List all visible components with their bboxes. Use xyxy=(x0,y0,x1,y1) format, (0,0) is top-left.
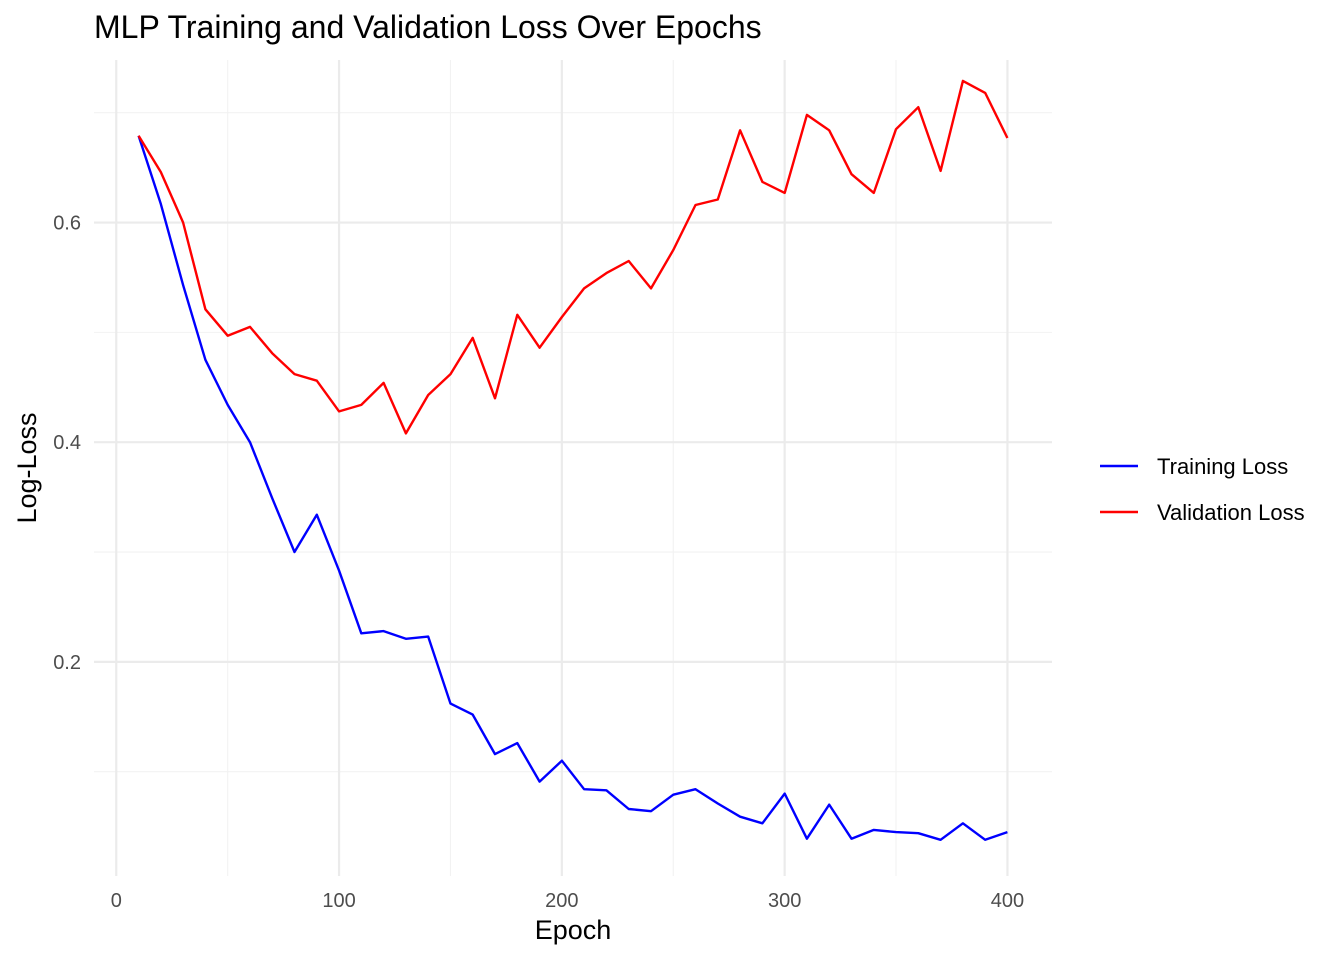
x-tick-label: 400 xyxy=(991,890,1024,912)
y-axis-label: Log-Loss xyxy=(12,412,42,523)
chart-title: MLP Training and Validation Loss Over Ep… xyxy=(94,9,762,45)
y-tick-label: 0.4 xyxy=(53,432,81,454)
x-axis-label: Epoch xyxy=(535,915,612,945)
x-tick-label: 200 xyxy=(545,890,578,912)
y-tick-label: 0.6 xyxy=(53,213,81,235)
validation-loss-legend-label: Validation Loss xyxy=(1157,500,1305,525)
legend: Training Loss Validation Loss xyxy=(1100,454,1305,525)
series-lines xyxy=(137,79,1009,841)
x-axis-tick-labels: 0 100 200 300 400 xyxy=(111,890,1024,912)
training-loss-legend-label: Training Loss xyxy=(1157,454,1288,479)
grid-major-lines xyxy=(94,60,1052,876)
grid-minor-lines xyxy=(94,60,1052,876)
validation-loss-line xyxy=(137,79,1009,435)
x-tick-label: 100 xyxy=(322,890,355,912)
training-loss-line xyxy=(137,135,1008,841)
y-axis-tick-labels: 0.2 0.4 0.6 xyxy=(53,213,81,674)
x-tick-label: 0 xyxy=(111,890,122,912)
y-tick-label: 0.2 xyxy=(53,652,81,674)
x-tick-label: 300 xyxy=(768,890,801,912)
